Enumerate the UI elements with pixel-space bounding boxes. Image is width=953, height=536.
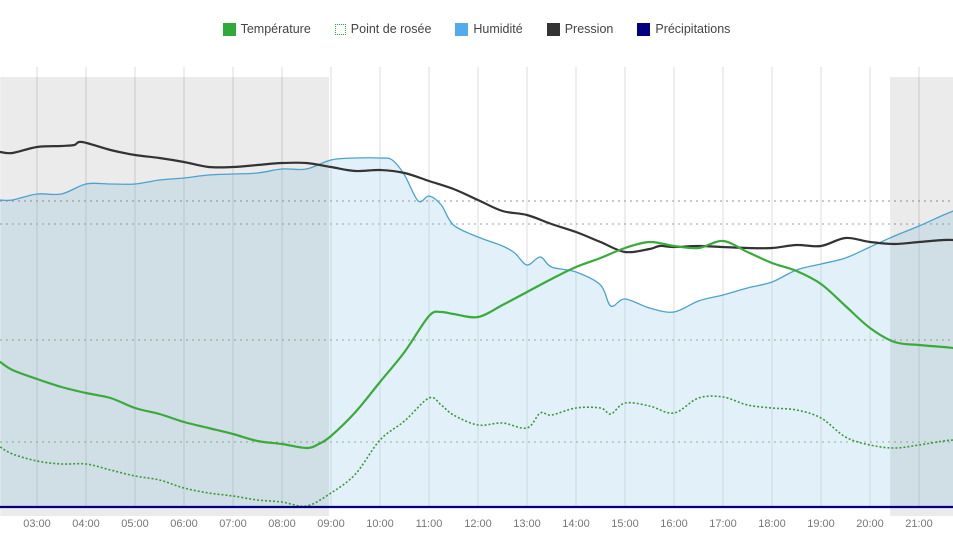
legend-swatch-icon [455, 22, 469, 36]
x-tick-label: 18:00 [758, 518, 786, 530]
x-tick-label: 17:00 [709, 518, 737, 530]
legend-swatch-icon [546, 22, 560, 36]
series-line-3 [0, 395, 953, 508]
x-tick-label: 03:00 [23, 518, 51, 530]
x-tick-label: 04:00 [72, 518, 100, 530]
x-tick-label: 12:00 [464, 518, 492, 530]
legend-item-1[interactable]: Point de rosée [334, 22, 432, 36]
x-tick-label: 19:00 [807, 518, 835, 530]
x-tick-label: 11:00 [416, 518, 443, 530]
legend-item-2[interactable]: Humidité [455, 22, 523, 36]
x-tick-label: 06:00 [170, 518, 198, 530]
legend-swatch-icon [222, 22, 236, 36]
x-tick-label: 10:00 [366, 518, 394, 530]
legend-label: Point de rosée [350, 22, 432, 36]
x-tick-label: 21:00 [905, 518, 933, 530]
night-band [890, 77, 953, 516]
chart-legend: Température Point de rosée Humidité Pressio… [0, 22, 953, 36]
x-tick-label: 07:00 [219, 518, 247, 530]
x-tick-label: 20:00 [856, 518, 884, 530]
x-tick-label: 05:00 [121, 518, 149, 530]
x-tick-label: 14:00 [562, 518, 590, 530]
legend-item-4[interactable]: Précipitations [637, 22, 730, 36]
humidity-area [0, 157, 953, 507]
legend-swatch-icon [334, 23, 346, 35]
night-band [0, 77, 330, 516]
legend-label: Pression [564, 22, 614, 36]
legend-item-3[interactable]: Pression [546, 22, 614, 36]
series-line-0 [0, 157, 953, 313]
series-line-2 [0, 239, 953, 450]
legend-label: Humidité [473, 22, 523, 36]
x-tick-label: 15:00 [611, 518, 639, 530]
legend-label: Température [240, 22, 311, 36]
x-tick-label: 09:00 [317, 518, 345, 530]
series-line-1 [0, 140, 953, 254]
x-tick-label: 13:00 [513, 518, 541, 530]
x-tick-label: 16:00 [660, 518, 688, 530]
legend-swatch-icon [637, 22, 651, 36]
legend-label: Précipitations [655, 22, 731, 36]
legend-item-0[interactable]: Température [222, 22, 311, 36]
x-tick-label: 08:00 [268, 518, 296, 530]
